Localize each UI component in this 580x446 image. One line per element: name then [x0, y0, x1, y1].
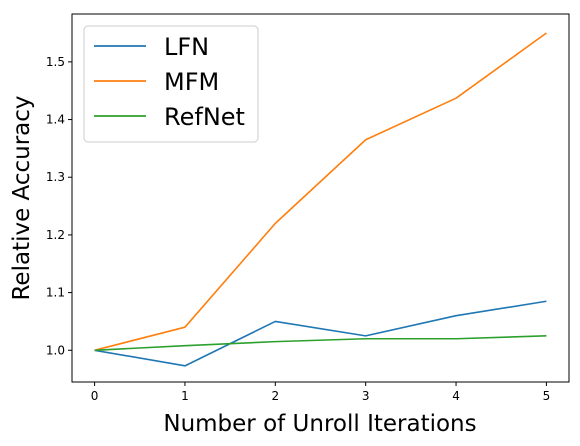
x-axis-ticks: 0 1 2 3 4 5	[91, 382, 550, 403]
series-line-mfm	[94, 32, 547, 352]
y-axis-ticks: 1.0 1.1 1.2 1.3 1.4 1.5	[46, 55, 72, 357]
x-tick-label: 3	[362, 389, 370, 403]
x-tick-label: 5	[543, 389, 551, 403]
series-line-lfn	[94, 300, 547, 367]
y-tick-label: 1.0	[46, 343, 65, 357]
y-axis-label: Relative Accuracy	[9, 95, 35, 300]
y-tick-label: 1.4	[46, 113, 65, 127]
y-tick-label: 1.2	[46, 228, 65, 242]
y-tick-label: 1.1	[46, 286, 65, 300]
x-tick-label: 4	[452, 389, 460, 403]
series-lines	[94, 32, 547, 367]
x-axis-label: Number of Unroll Iterations	[163, 411, 476, 437]
y-tick-label: 1.5	[46, 55, 65, 69]
legend: LFN MFM RefNet	[83, 25, 259, 143]
y-tick-label: 1.3	[46, 170, 65, 184]
legend-label-refnet: RefNet	[164, 103, 245, 131]
x-tick-label: 0	[91, 389, 99, 403]
legend-label-mfm: MFM	[164, 68, 219, 96]
legend-label-lfn: LFN	[164, 33, 209, 61]
legend-box	[83, 25, 259, 143]
x-tick-label: 2	[271, 389, 279, 403]
x-tick-label: 1	[181, 389, 189, 403]
series-line-refnet	[94, 335, 547, 352]
